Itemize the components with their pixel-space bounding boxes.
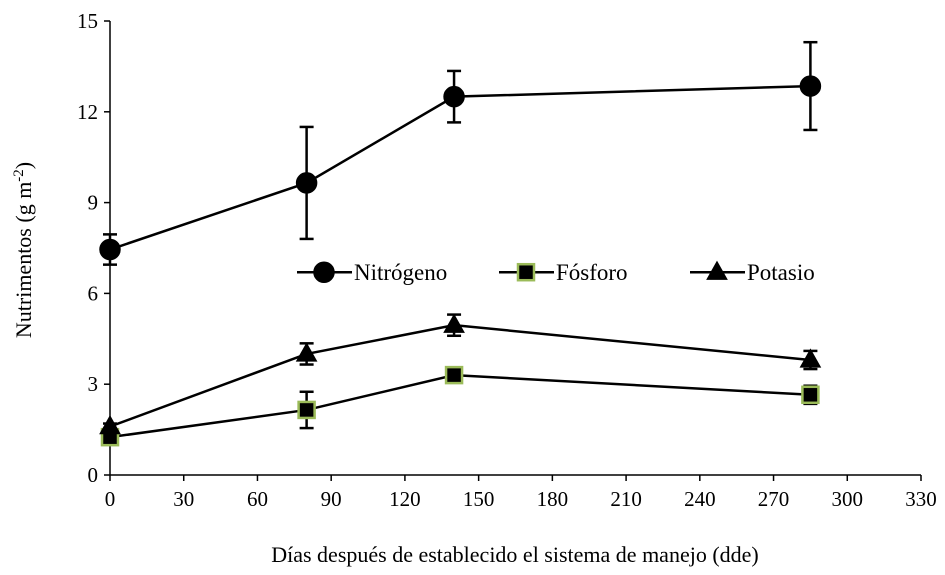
data-point: [99, 238, 121, 261]
y-tick-label: 9: [88, 191, 99, 215]
legend-marker: [516, 262, 536, 282]
series-layer: [99, 40, 822, 447]
x-tick-label: 0: [105, 487, 116, 511]
y-tick-labels: 0 3 6 9 12 15: [77, 9, 98, 487]
x-tick-label: 180: [537, 487, 569, 511]
x-tick-label: 150: [463, 487, 495, 511]
x-tick-label: 330: [905, 487, 937, 511]
legend: Nitrógeno Fósforo Potasio: [297, 260, 815, 285]
data-point: [799, 75, 822, 97]
data-point: [443, 85, 465, 108]
data-point: [444, 365, 464, 385]
series-nitrogeno: [99, 40, 822, 266]
y-tick-label: 6: [88, 281, 99, 305]
legend-item-fosforo: Fósforo: [499, 260, 628, 285]
y-tick-label: 0: [88, 463, 99, 487]
legend-label: Nitrógeno: [354, 260, 447, 285]
x-tick-label: 300: [832, 487, 864, 511]
legend-marker: [706, 260, 728, 280]
x-tick-label: 270: [758, 487, 790, 511]
series-potasio: [99, 313, 822, 435]
axes: [104, 20, 922, 481]
series-fosforo: [100, 365, 820, 447]
series-line: [109, 373, 811, 439]
data-point: [295, 172, 318, 194]
x-tick-label: 90: [321, 487, 342, 511]
x-tick-label: 240: [684, 487, 716, 511]
data-point: [801, 385, 820, 405]
data-point: [443, 313, 465, 333]
legend-label: Fósforo: [556, 260, 628, 285]
legend-label: Potasio: [747, 260, 815, 285]
y-tick-label: 3: [88, 372, 99, 396]
y-axis-title: Nutrimentos (g m-2): [11, 162, 36, 338]
x-tick-label: 30: [173, 487, 194, 511]
x-tick-label: 60: [247, 487, 268, 511]
x-tick-labels: 0 30 60 90 120 150 180 210 240 270 300 330: [105, 487, 937, 511]
data-point: [295, 342, 318, 362]
x-tick-label: 120: [389, 487, 421, 511]
legend-item-nitrogeno: Nitrógeno: [297, 260, 447, 285]
series-line: [109, 84, 811, 251]
y-tick-label: 15: [77, 9, 98, 33]
legend-item-potasio: Potasio: [690, 260, 815, 285]
y-tick-label: 12: [77, 100, 98, 124]
series-line: [109, 323, 811, 428]
x-tick-label: 210: [610, 487, 642, 511]
legend-marker: [313, 261, 335, 283]
data-point: [99, 415, 121, 435]
data-point: [799, 348, 822, 368]
x-axis-title: Días después de establecido el sistema d…: [271, 542, 759, 567]
data-point: [297, 400, 316, 420]
